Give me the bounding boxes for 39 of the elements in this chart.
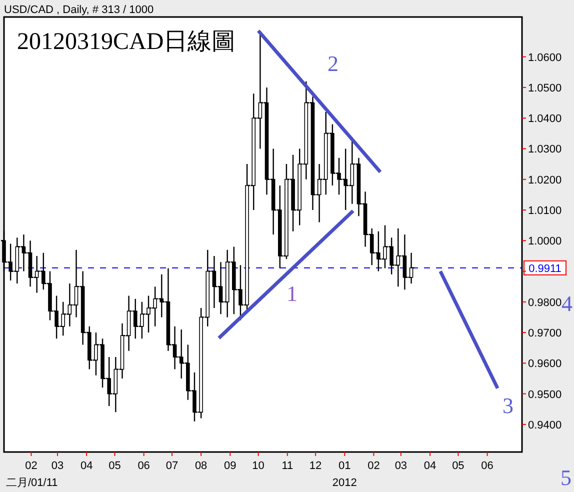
- y-tick-label: 0.9400: [528, 419, 562, 432]
- x-tick-label: 12: [309, 460, 322, 472]
- x-tick-label: 03: [51, 460, 64, 472]
- y-tick-label: 1.0300: [528, 144, 562, 156]
- chart-subtitle: USD/CAD , Daily, # 313 / 1000: [4, 4, 154, 16]
- x-tick-label: 05: [108, 460, 121, 472]
- x-tick-label: 04: [424, 460, 436, 472]
- text: 2012: [332, 477, 357, 489]
- y-tick-label: 1.0100: [528, 204, 562, 217]
- x-tick-label: 09: [224, 460, 236, 472]
- text: 5: [560, 465, 572, 490]
- x-tick-label: 06: [481, 460, 494, 472]
- y-tick-label: 0.9700: [528, 328, 562, 340]
- text: 二月/01/11: [6, 477, 58, 489]
- y-tick-label: 1.0400: [528, 113, 562, 126]
- text: 4: [562, 291, 572, 316]
- y-tick-label: 1.0000: [528, 236, 562, 248]
- x-tick-label: 06: [138, 460, 150, 472]
- annotation: 1: [286, 281, 298, 306]
- text: 20120319CAD日線圖: [17, 29, 236, 55]
- x-tick-label: 04: [80, 460, 93, 472]
- y-tick-label: 0.9500: [528, 388, 562, 401]
- annotation: 2: [328, 51, 338, 76]
- x-tick-label: 03: [394, 460, 408, 472]
- x-tick-label: 05: [452, 460, 464, 472]
- ref-line-label: 0.9911: [528, 262, 562, 275]
- x-tick-label: 11: [282, 460, 294, 472]
- x-tick-label: 02: [25, 460, 38, 472]
- x-tick-label: 02: [368, 460, 380, 472]
- y-tick-label: 1.0200: [528, 174, 562, 186]
- x-tick-label: 10: [252, 460, 264, 472]
- x-tick-label: 08: [194, 460, 208, 472]
- x-tick-label: 07: [166, 460, 178, 472]
- annotation: 3: [502, 393, 514, 418]
- y-tick-label: 0.9800: [528, 296, 562, 309]
- y-tick-label: 1.0500: [528, 82, 562, 94]
- y-tick-label: 1.0600: [528, 52, 562, 64]
- y-tick-label: 0.9600: [528, 358, 562, 370]
- x-tick-label: 01: [338, 460, 351, 472]
